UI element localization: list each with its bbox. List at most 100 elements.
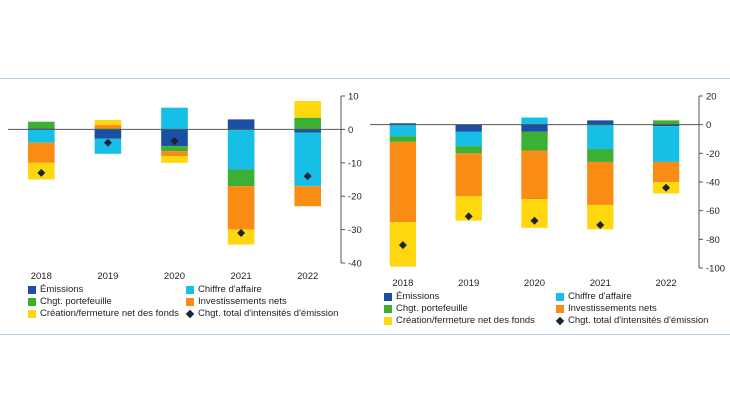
category-label-2022: 2022 bbox=[297, 271, 318, 282]
category-label-2021: 2021 bbox=[231, 271, 252, 282]
category-label-2021: 2021 bbox=[590, 278, 611, 289]
bar-chiffre-2022 bbox=[652, 126, 680, 162]
bar-portefeuille-2022 bbox=[652, 120, 680, 125]
legend-item-emissions: Émissions bbox=[28, 284, 83, 296]
y-tick-label: 0 bbox=[706, 120, 711, 131]
legend-swatch-emissions bbox=[384, 293, 392, 301]
bar-emissions-2019 bbox=[94, 129, 122, 139]
y-tick-label: -20 bbox=[348, 192, 362, 203]
legend-item-portefeuille: Chgt. portefeuille bbox=[28, 296, 112, 308]
bar-investissements-2018 bbox=[389, 141, 417, 223]
bottom-divider bbox=[0, 334, 730, 335]
legend-swatch-creation bbox=[384, 317, 392, 325]
legend-swatch-chiffre bbox=[556, 293, 564, 301]
total-marker-2020 bbox=[530, 216, 539, 225]
category-label-2020: 2020 bbox=[524, 278, 545, 289]
legend-label-emissions: Émissions bbox=[40, 284, 84, 295]
bar-investissements-2020 bbox=[161, 151, 188, 157]
bar-investissements-2022 bbox=[294, 186, 322, 207]
right-legend: Émissions Chiffre d'affaire Chgt. portef… bbox=[384, 291, 724, 333]
legend-swatch-chiffre bbox=[186, 286, 194, 294]
legend-label-chiffre: Chiffre d'affaire bbox=[198, 284, 262, 295]
bar-creation-2020 bbox=[161, 156, 188, 163]
category-label-2018: 2018 bbox=[31, 271, 52, 282]
legend-label-portefeuille: Chgt. portefeuille bbox=[396, 303, 468, 314]
total-marker-2021 bbox=[237, 228, 246, 237]
y-tick-label: -100 bbox=[706, 264, 725, 275]
bar-investissements-2021 bbox=[587, 161, 614, 205]
total-marker-2021 bbox=[596, 221, 605, 229]
bar-investissements-2019 bbox=[455, 153, 482, 197]
bar-emissions-2022 bbox=[294, 129, 322, 133]
bar-emissions-2021 bbox=[587, 120, 614, 125]
y-tick-label: -40 bbox=[348, 259, 362, 270]
legend-diamond-icon bbox=[185, 309, 195, 319]
bar-portefeuille-2021 bbox=[587, 149, 614, 162]
total-marker-2022 bbox=[303, 172, 312, 181]
legend-swatch-portefeuille bbox=[384, 305, 392, 313]
bar-portefeuille-2019 bbox=[455, 146, 482, 154]
legend-item-investissements: Investissements nets bbox=[556, 303, 657, 315]
bar-emissions-2019 bbox=[455, 124, 482, 132]
legend-label-creation: Création/fermeture net des fonds bbox=[396, 315, 535, 326]
bar-portefeuille-2019 bbox=[94, 128, 122, 130]
top-divider bbox=[0, 78, 730, 79]
legend-label-emissions: Émissions bbox=[396, 291, 440, 302]
category-label-2019: 2019 bbox=[97, 271, 118, 282]
category-label-2019: 2019 bbox=[458, 278, 479, 289]
category-label-2018: 2018 bbox=[392, 278, 413, 289]
legend-item-creation: Création/fermeture net des fonds bbox=[384, 315, 535, 327]
bar-chiffre-2020 bbox=[521, 117, 548, 125]
bar-investissements-2022 bbox=[652, 161, 680, 182]
legend-label-total: Chgt. total d'intensités d'émission bbox=[198, 308, 339, 319]
category-label-2022: 2022 bbox=[656, 278, 677, 289]
bar-investissements-2018 bbox=[27, 142, 55, 163]
total-marker-2020 bbox=[170, 137, 179, 146]
legend-label-total: Chgt. total d'intensités d'émission bbox=[568, 315, 709, 326]
bar-chiffre-2020 bbox=[161, 107, 188, 130]
bar-emissions-2022 bbox=[652, 124, 680, 127]
legend-item-total: Chgt. total d'intensités d'émission bbox=[555, 315, 709, 327]
legend-item-total: Chgt. total d'intensités d'émission bbox=[185, 308, 339, 320]
legend-swatch-creation bbox=[28, 310, 36, 318]
y-tick-label: 0 bbox=[348, 125, 353, 136]
bar-creation-2019 bbox=[94, 120, 122, 126]
bar-emissions-2021 bbox=[227, 119, 255, 130]
bar-portefeuille-2020 bbox=[161, 146, 188, 152]
left-legend: Émissions Chiffre d'affaire Chgt. portef… bbox=[28, 284, 358, 332]
bar-creation-2021 bbox=[227, 229, 255, 245]
y-tick-label: -30 bbox=[348, 225, 362, 236]
total-marker-2022 bbox=[662, 183, 671, 192]
legend-item-emissions: Émissions bbox=[384, 291, 439, 303]
y-tick-label: -80 bbox=[706, 235, 720, 246]
bar-creation-2022 bbox=[294, 101, 322, 118]
legend-label-portefeuille: Chgt. portefeuille bbox=[40, 296, 112, 307]
bar-chiffre-2021 bbox=[587, 124, 614, 150]
bar-chiffre-2018 bbox=[27, 129, 55, 143]
bar-portefeuille-2020 bbox=[521, 131, 548, 151]
bar-portefeuille-2022 bbox=[294, 117, 322, 130]
legend-swatch-emissions bbox=[28, 286, 36, 294]
legend-item-chiffre: Chiffre d'affaire bbox=[556, 291, 632, 303]
bar-investissements-2021 bbox=[227, 186, 255, 230]
y-tick-label: 10 bbox=[348, 92, 359, 103]
legend-swatch-investissements bbox=[186, 298, 194, 306]
y-tick-label: -10 bbox=[348, 158, 362, 169]
bar-portefeuille-2021 bbox=[227, 169, 255, 187]
bar-chiffre-2019 bbox=[455, 131, 482, 147]
bar-portefeuille-2018 bbox=[389, 136, 417, 142]
bar-investissements-2019 bbox=[94, 125, 122, 129]
total-marker-2018 bbox=[398, 241, 407, 250]
bar-investissements-2020 bbox=[521, 150, 548, 200]
bar-emissions-2018 bbox=[389, 123, 417, 125]
y-tick-label: -40 bbox=[706, 178, 720, 189]
legend-item-investissements: Investissements nets bbox=[186, 296, 287, 308]
total-marker-2018 bbox=[37, 168, 46, 177]
legend-label-chiffre: Chiffre d'affaire bbox=[568, 291, 632, 302]
bar-chiffre-2021 bbox=[227, 129, 255, 170]
bar-emissions-2020 bbox=[521, 124, 548, 132]
legend-swatch-portefeuille bbox=[28, 298, 36, 306]
category-label-2020: 2020 bbox=[164, 271, 185, 282]
